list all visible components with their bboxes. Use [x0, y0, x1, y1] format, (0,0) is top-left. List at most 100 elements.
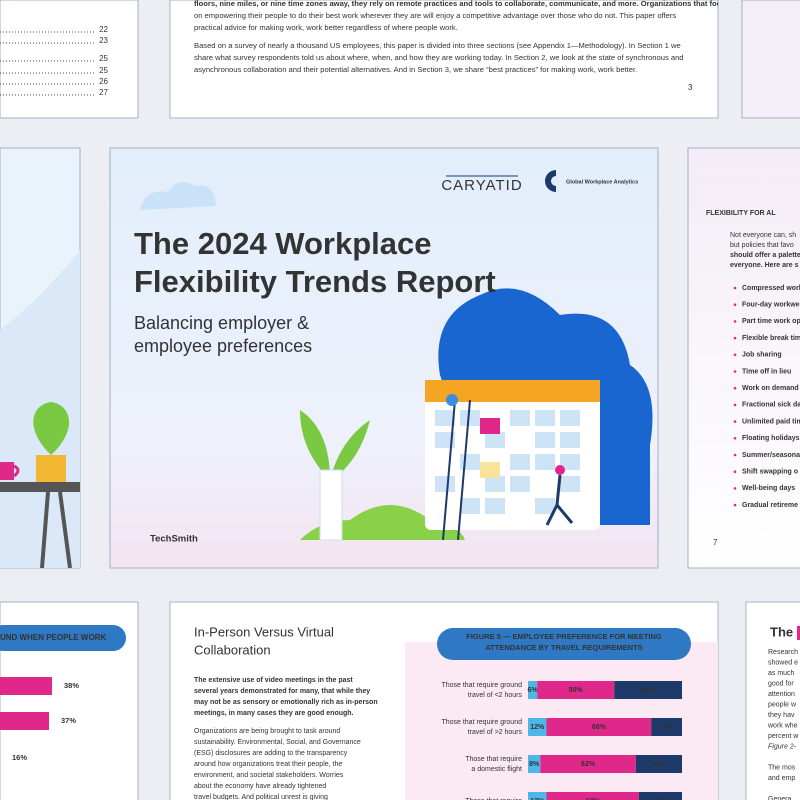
right-line: Genera: [768, 796, 791, 800]
partner: Global Workplace Analytics: [566, 179, 638, 185]
flex-page: [687, 147, 800, 569]
intro-line: practical advice for making work, work b…: [194, 23, 458, 32]
page-content: UND WHEN PEOPLE WORK 38% 37% 16%: [0, 633, 106, 762]
flex-intro: but policies that favo: [730, 242, 794, 249]
page-content: The Research showed e as much good for attent…: [767, 624, 800, 800]
page-number: 7: [713, 538, 718, 547]
toc-page-number: 25: [99, 54, 108, 63]
body-line: sustainability. Environmental, Social, a…: [194, 739, 361, 746]
right-line: percent w: [768, 733, 799, 740]
flex-item: Time off in lieu: [742, 368, 791, 375]
bullet: [733, 303, 737, 307]
page-content: In-Person Versus Virtual Collaboration The…: [194, 624, 682, 800]
right-line: and emp: [768, 775, 795, 782]
right-line: as much: [768, 670, 795, 677]
chart-title-pill: [0, 625, 126, 651]
value-label: 38%: [64, 681, 79, 690]
flex-item: Work on demand: [742, 385, 799, 392]
intro-line: share what survey respondents told us ab…: [194, 53, 684, 62]
bar-segment: [614, 681, 682, 699]
value-label: 68%: [592, 724, 607, 731]
page-content: floors, nine miles, or nine time zones a…: [194, 0, 730, 92]
page-number: 3: [688, 83, 693, 92]
right-page: [745, 601, 800, 800]
toc-page-number: 27: [99, 88, 108, 97]
flex-intro: everyone. Here are s: [730, 262, 799, 269]
value-label: 12%: [530, 798, 545, 800]
bullet: [733, 320, 737, 323]
category-label: Those that require: [465, 756, 522, 763]
category-label: travel of <2 hours: [468, 692, 523, 699]
category-label: travel of >2 hours: [468, 729, 523, 736]
body-line: travel budgets. And political unrest is …: [194, 794, 328, 800]
category-label: Those that require: [465, 798, 522, 800]
page-content: CARYATID Global Workplace Analytics The 20…: [134, 177, 638, 545]
value-label: 28%: [653, 798, 668, 800]
right-line: they hav: [768, 712, 795, 719]
intro-line: asynchronous collaboration and their pot…: [194, 65, 637, 74]
bullet: [733, 453, 737, 457]
bar-segment: [540, 755, 636, 773]
right-line: showed e: [768, 659, 798, 666]
bar-segment: [651, 718, 682, 736]
toc-page-number: 23: [99, 36, 108, 45]
cover-title: Flexibility Trends Report: [134, 264, 496, 299]
body-line: (ESG) disclosures are adding to the tran…: [194, 750, 348, 757]
lead-line: The extensive use of video meetings in t…: [194, 677, 353, 684]
lead-line: meetings, in many cases they are good en…: [194, 710, 354, 717]
flex-item: Shift swapping o: [742, 469, 798, 476]
lead-line: may not be as sensory or emotionally ric…: [194, 699, 378, 706]
value-label: 50%: [569, 687, 584, 694]
bullet: [733, 420, 737, 423]
illustration: [0, 250, 80, 568]
value-label: 60%: [586, 798, 601, 800]
right-line: people w: [768, 701, 797, 708]
side-page: [741, 0, 800, 119]
intro-page: [169, 0, 719, 119]
page-content: FLEXIBILITY FOR AL Not everyone can, sh bu…: [706, 210, 800, 547]
flex-item: Job sharing: [742, 352, 782, 359]
intro-line: floors, nine miles, or nine time zones a…: [194, 0, 730, 8]
bar-segment: [546, 792, 639, 800]
value-label: 62%: [581, 761, 596, 768]
body-line: Organizations are being brought to task …: [194, 728, 340, 735]
flex-item: Part time work op: [742, 318, 800, 325]
figure-title: FIGURE 5 — EMPLOYEE PREFERENCE FOR MEETI…: [466, 632, 662, 641]
bullet: [733, 487, 737, 490]
value-label: 6%: [528, 687, 539, 694]
value-label: 8%: [529, 761, 540, 768]
value-label: 16%: [12, 753, 27, 762]
bullet: [733, 386, 737, 390]
bullet: [733, 437, 737, 440]
toc-page-number: 22: [99, 25, 108, 34]
bar-segment: [635, 755, 682, 773]
heading-accent: [797, 626, 800, 640]
flex-item: Summer/seasona: [742, 452, 800, 459]
bar-segment: [537, 681, 615, 699]
category-label: a domestic flight: [471, 766, 522, 773]
cover-art: [140, 182, 653, 541]
lead-line: several years demonstrated for many, tha…: [194, 688, 370, 695]
flex-item: Fractional sick da: [742, 402, 800, 409]
bullet: [733, 336, 737, 340]
body-line: about the economy have already tightened: [194, 783, 326, 790]
value-label: 12%: [530, 724, 545, 731]
right-line: The mos: [768, 764, 796, 771]
flex-intro: should offer a palette: [730, 252, 800, 259]
right-line: work whe: [767, 722, 798, 729]
cover-title: The 2024 Workplace: [134, 226, 432, 261]
bar-segment: [546, 718, 652, 736]
flex-item: Four-day workwe: [742, 302, 800, 309]
cover-subtitle: Balancing employer &: [134, 313, 309, 333]
right-heading: The: [770, 624, 793, 639]
bullet: [733, 353, 737, 357]
category-label: Those that require ground: [441, 719, 522, 726]
flex-item: Flexible break tim: [742, 335, 800, 342]
bar: [0, 677, 52, 695]
page-content: 22 23 25 25 26 27: [0, 25, 109, 97]
flex-heading: FLEXIBILITY FOR AL: [706, 210, 776, 217]
right-line: Figure 2-: [768, 743, 797, 750]
bar-segment: [638, 792, 682, 800]
